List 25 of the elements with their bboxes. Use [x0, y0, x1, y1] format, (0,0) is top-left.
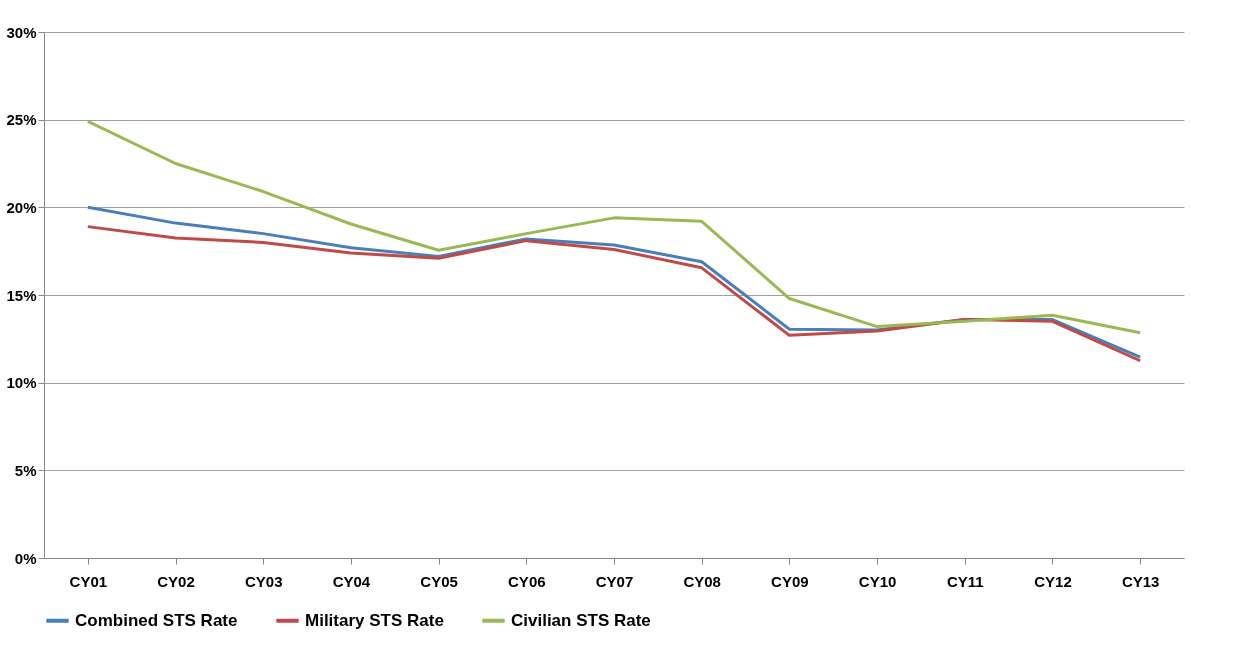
y-tick-label: 20%: [6, 198, 37, 216]
y-tick-label: 15%: [6, 286, 37, 304]
legend-label: Military STS Rate: [305, 610, 444, 630]
x-tick-label: CY01: [69, 572, 108, 590]
x-tick-label: CY13: [1121, 572, 1160, 590]
line-series: [86, 225, 1142, 363]
x-tick-label: CY12: [1034, 572, 1072, 590]
y-tick-label: 25%: [6, 111, 37, 129]
y-tick-label: 5%: [14, 461, 37, 479]
y-tick-label: 30%: [6, 23, 37, 41]
x-tick-label: CY06: [508, 572, 546, 590]
legend-label: Combined STS Rate: [75, 610, 238, 630]
x-tick-label: CY08: [683, 572, 721, 590]
x-tick-label: CY03: [244, 572, 283, 590]
x-tick-label: CY11: [946, 572, 984, 590]
x-tick-label: CY04: [332, 572, 371, 590]
x-tick-label: CY02: [157, 572, 195, 590]
legend-label: Civilian STS Rate: [511, 610, 651, 630]
x-tick-label: CY05: [420, 572, 458, 590]
x-tick-label: CY10: [858, 572, 897, 590]
x-tick-label: CY07: [595, 572, 634, 590]
y-tick-label: 10%: [6, 374, 37, 392]
y-tick-label: 0%: [14, 549, 37, 567]
x-tick-label: CY09: [771, 572, 809, 590]
line-series: [86, 119, 1142, 335]
